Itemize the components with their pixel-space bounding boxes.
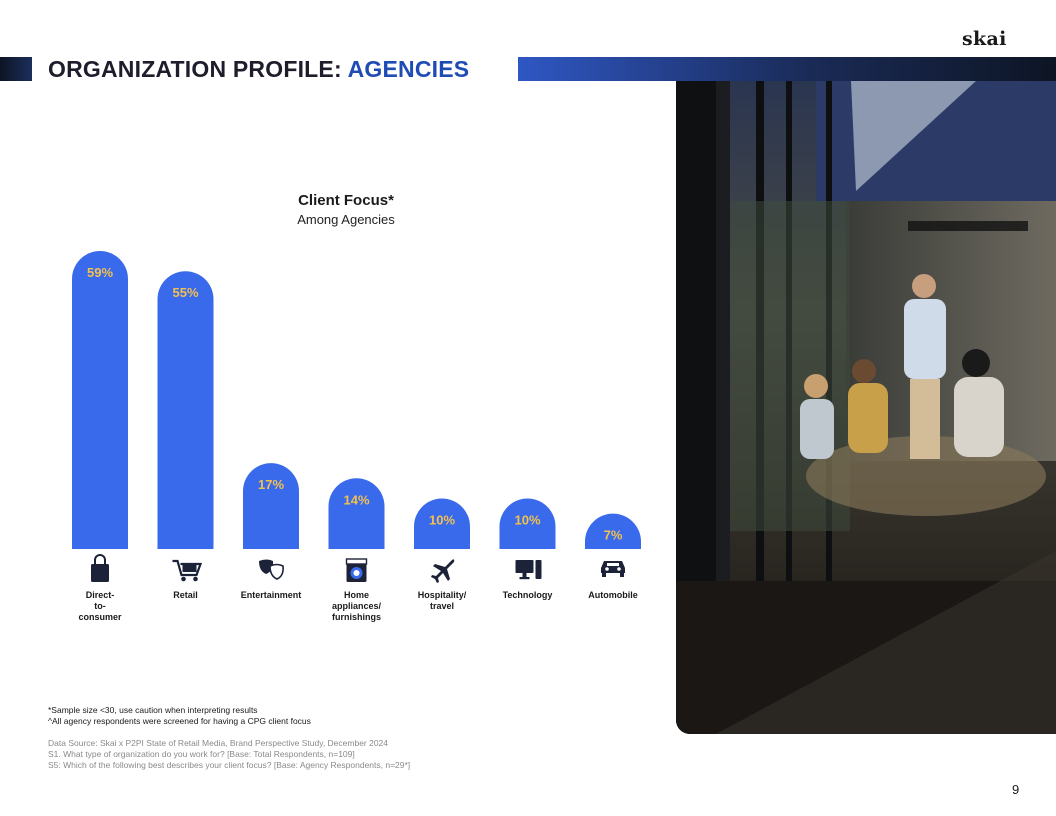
category-label-5: Hospitality/travel bbox=[417, 590, 467, 611]
shopping-bag-icon bbox=[91, 554, 109, 582]
source-line-3: S5: Which of the following best describe… bbox=[48, 760, 411, 770]
desktop-computer-icon bbox=[515, 560, 542, 580]
bar-value-label-4: 14% bbox=[343, 492, 369, 507]
source-line-2: S1. What type of organization do you wor… bbox=[48, 749, 355, 759]
page-title-accent: AGENCIES bbox=[347, 56, 470, 82]
bar-2 bbox=[157, 271, 214, 549]
theater-masks-icon bbox=[259, 559, 284, 580]
category-label-4: Home appliances/furnishings bbox=[331, 590, 382, 622]
bar-4 bbox=[328, 478, 385, 549]
bar-chart: 59% 55% 17% 14% 10% 10% 7% bbox=[72, 251, 641, 583]
bar-3 bbox=[243, 463, 299, 549]
meeting-room-photo-illustration bbox=[676, 81, 1056, 734]
bar-7 bbox=[585, 513, 641, 549]
bar-value-label-5: 10% bbox=[429, 512, 455, 527]
title-band-left bbox=[0, 57, 32, 81]
washing-machine-icon bbox=[345, 558, 368, 582]
bar-6 bbox=[499, 498, 556, 549]
bar-value-label-3: 17% bbox=[258, 477, 284, 492]
page-title-main: ORGANIZATION PROFILE: bbox=[48, 56, 348, 82]
page-title: ORGANIZATION PROFILE: AGENCIES bbox=[48, 56, 469, 84]
chart-title: Client Focus* bbox=[298, 192, 394, 209]
skai-logo: skai bbox=[962, 28, 1007, 50]
category-label-1: Direct-to-consumer bbox=[78, 590, 122, 622]
category-label-7: Automobile bbox=[588, 590, 638, 600]
bar-1 bbox=[72, 251, 128, 549]
car-icon bbox=[601, 561, 625, 577]
bar-value-label-1: 59% bbox=[87, 265, 113, 280]
chart-subtitle: Among Agencies bbox=[297, 212, 395, 227]
page-number: 9 bbox=[1012, 782, 1020, 797]
footnote-sample-size: *Sample size <30, use caution when inter… bbox=[48, 705, 258, 715]
meeting-room-photo bbox=[676, 81, 1056, 734]
source-line-1: Data Source: Skai x P2PI State of Retail… bbox=[48, 738, 389, 748]
category-label-2: Retail bbox=[173, 590, 198, 600]
bar-value-label-6: 10% bbox=[514, 512, 540, 527]
title-band-right bbox=[518, 57, 1056, 81]
footnote-cpg: ^All agency respondents were screened fo… bbox=[48, 716, 311, 726]
category-label-6: Technology bbox=[502, 590, 553, 600]
bar-5 bbox=[414, 498, 470, 549]
bar-value-label-2: 55% bbox=[172, 285, 198, 300]
category-label-3: Entertainment bbox=[240, 590, 302, 600]
bar-value-label-7: 7% bbox=[604, 528, 623, 543]
shopping-cart-icon bbox=[172, 559, 203, 582]
airplane-icon bbox=[431, 559, 455, 583]
